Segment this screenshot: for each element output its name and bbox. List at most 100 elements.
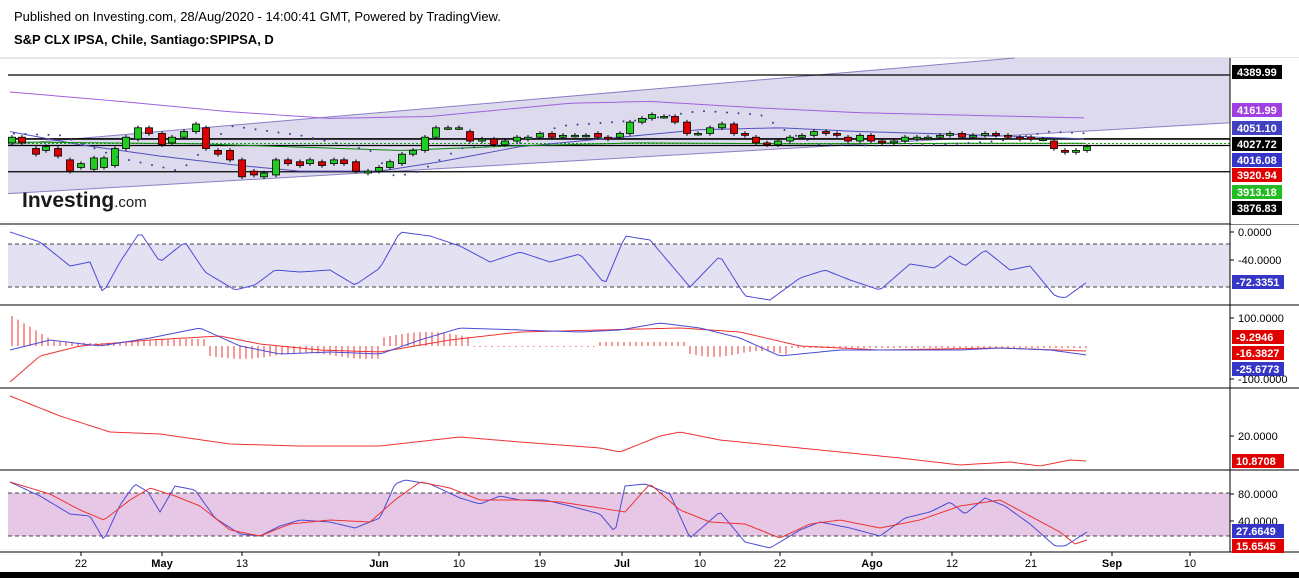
osc-value-label: 27.6649 [1236, 526, 1276, 538]
candle-down [340, 159, 348, 165]
sar-dot [1013, 137, 1016, 140]
sar-dot [335, 142, 337, 145]
candle-up [890, 140, 898, 144]
sar-dot [714, 110, 717, 113]
candle-up [168, 136, 176, 144]
sar-dot [185, 164, 188, 167]
candle-down [878, 140, 886, 144]
osc-value-label: 10.8708 [1236, 456, 1276, 468]
time-tick-label: 10 [453, 558, 465, 570]
sar-dot [507, 142, 510, 145]
sar-dot [93, 147, 96, 150]
candle-up [1083, 146, 1091, 151]
sar-dot [1025, 135, 1027, 138]
candle-up [648, 114, 656, 119]
sar-dot [530, 137, 533, 140]
sar-dot [381, 162, 383, 165]
sar-dot [852, 144, 855, 147]
sar-dot [634, 119, 636, 122]
sar-dot [944, 143, 947, 146]
sar-dot [956, 142, 958, 145]
candle-down [1027, 136, 1035, 140]
candle-up [913, 136, 921, 140]
candle-down [202, 127, 210, 149]
candle-up [810, 131, 818, 136]
candle-up [375, 167, 383, 172]
sar-dot [680, 112, 682, 115]
candle-down [284, 159, 292, 165]
sar-dot [691, 110, 694, 113]
sar-dot [484, 145, 487, 148]
sar-dot [979, 141, 981, 144]
candle-down [250, 170, 258, 176]
osc-value-tag [1232, 362, 1284, 376]
sar-dot [657, 116, 659, 119]
sar-dot [829, 143, 832, 146]
sar-dot [139, 161, 142, 164]
osc-value-tag [1232, 330, 1284, 344]
price-tag-label: 3876.83 [1237, 203, 1277, 215]
sar-dot [231, 125, 234, 128]
sar-dot [300, 134, 303, 137]
time-axis: 22 May 13 Jun 10 19 Jul 10 22 Ago 12 21 Sep 10 [75, 552, 1196, 570]
osc-tick-label: 20.0000 [1238, 431, 1278, 443]
sar-dot [726, 111, 728, 114]
sar-dot [208, 143, 211, 146]
watermark-suffix: .com [114, 194, 147, 211]
candle-up [626, 121, 634, 134]
candle-up [100, 157, 108, 168]
osc-tick-label: -100.0000 [1238, 374, 1288, 386]
osc-value-label: -25.6773 [1236, 364, 1279, 376]
candle-up [936, 134, 944, 138]
candle-up [694, 133, 702, 136]
candle-up [444, 127, 452, 130]
candle-up [8, 136, 16, 144]
candle-up [638, 117, 646, 123]
sar-dot [128, 158, 130, 161]
candle-up [90, 157, 98, 170]
candle-up [513, 136, 521, 142]
sar-dot [266, 129, 268, 132]
sar-dot [576, 123, 579, 126]
osc-value-tag [1232, 346, 1284, 360]
candle-up [536, 133, 544, 138]
candle-up [706, 127, 714, 134]
candle-up [478, 138, 486, 142]
candle-up [969, 134, 977, 138]
candle-up [364, 170, 372, 174]
sar-dot [450, 152, 452, 155]
price-panel [0, 57, 1299, 195]
sar-dot [473, 146, 475, 149]
osc-value-label: 15.6545 [1236, 541, 1276, 553]
candle-down [594, 133, 602, 138]
candle-down [833, 133, 841, 136]
sar-dot [461, 147, 464, 150]
candle-down [1004, 134, 1012, 138]
candle-down [958, 133, 966, 138]
candle-up [559, 134, 567, 138]
sar-dot [967, 141, 970, 144]
sar-dot [519, 141, 521, 144]
price-tag-label: 4389.99 [1237, 67, 1277, 79]
sar-dot [898, 144, 901, 147]
candle-up [1039, 138, 1047, 142]
sar-dot [588, 122, 590, 125]
adx-line [9, 395, 1087, 467]
candle-down [844, 136, 852, 142]
sar-dot [818, 143, 820, 146]
sar-dot [438, 159, 441, 162]
price-tag-label: 4016.08 [1237, 155, 1277, 167]
sar-dot [220, 133, 222, 136]
candle-down [214, 150, 222, 155]
sar-dot [864, 144, 866, 147]
candle-down [466, 131, 474, 142]
sar-dot [70, 138, 73, 141]
sar-dot [197, 153, 199, 156]
candle-down [867, 134, 875, 142]
sar-dot [553, 127, 556, 130]
price-tag-label: 3913.18 [1237, 187, 1277, 199]
sar-dot [392, 174, 395, 177]
sar-dot [783, 128, 786, 131]
candle-up [455, 127, 463, 130]
